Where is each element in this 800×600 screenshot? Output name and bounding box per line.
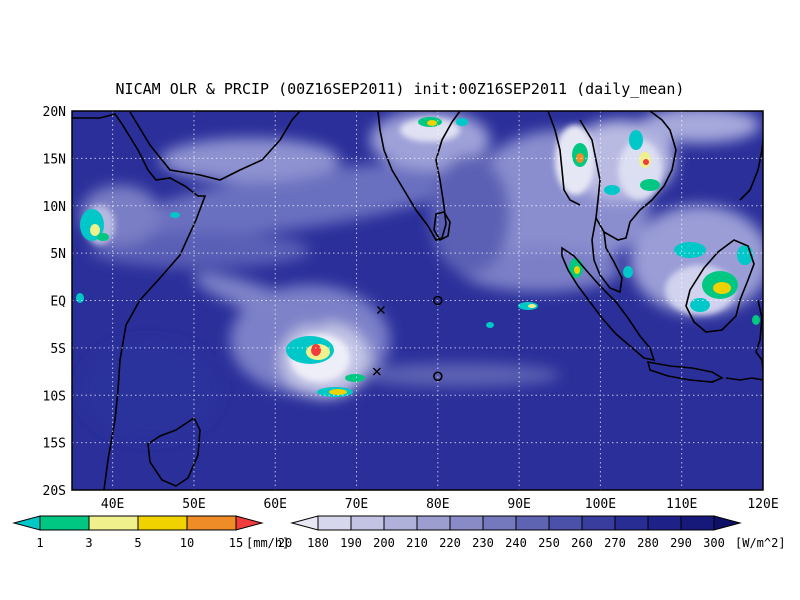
precip-legend-label: 10 (180, 536, 194, 550)
olr-legend-swatch (350, 515, 385, 531)
x-tick-label: 90E (507, 497, 530, 512)
map-title: NICAM OLR & PRCIP (00Z16SEP2011) init:00… (116, 80, 685, 98)
x-tick-label: 110E (666, 497, 697, 512)
coastlines (72, 111, 763, 490)
olr-legend-label: 190 (340, 536, 362, 550)
y-tick-label: 20S (43, 484, 66, 499)
olr-legend-label: 210 (406, 536, 428, 550)
coastline-bay-east (547, 111, 581, 206)
precip-legend-swatch (39, 515, 90, 531)
y-tick-label: 20N (43, 105, 66, 120)
olr-legend-label: 270 (604, 536, 626, 550)
precip-cluster-indochina (572, 130, 660, 195)
y-tick-labels: 20N 15N 10N 5N EQ 5S 10S 15S 20S (43, 105, 67, 499)
precip-cluster-africa (76, 209, 180, 303)
precip-cluster-bay-of-bengal (418, 117, 468, 127)
circle-marker (433, 295, 443, 306)
y-tick-label: 10S (43, 389, 66, 404)
coastline-sumatra (561, 246, 656, 362)
x-tick-label: 120E (747, 497, 778, 512)
olr-legend-label: 240 (505, 536, 527, 550)
olr-legend-swatch (317, 515, 352, 531)
cross-marker (376, 305, 385, 314)
map-panel (72, 111, 763, 490)
map-frame (71, 110, 764, 491)
y-tick-label: 5N (50, 247, 66, 262)
coastline-arabia-north (129, 111, 301, 181)
olr-legend-label: 230 (472, 536, 494, 550)
y-tick-label: 15N (43, 152, 66, 167)
olr-legend-swatch (416, 515, 451, 531)
precip-legend-swatch (88, 515, 139, 531)
x-tick-label: 60E (263, 497, 286, 512)
precip-legend-unit: [mm/h] (246, 536, 289, 550)
olr-legend-swatch (647, 515, 682, 531)
precip-cluster-borneo (674, 242, 753, 312)
olr-legend-swatch (548, 515, 583, 531)
y-tick-label: 5S (50, 342, 66, 357)
precip-legend-swatch (186, 515, 237, 531)
olr-legend: 180 190 200 210 220 230 240 250 260 270 280 290 300 [… (290, 515, 786, 550)
circle-marker (433, 371, 443, 382)
x-tick-label: 50E (182, 497, 205, 512)
olr-legend-swatch (482, 515, 517, 531)
olr-legend-unit: [W/m^2] (735, 536, 786, 550)
olr-legend-high-arrow (713, 515, 742, 531)
coastline-lesser-sundas (725, 377, 763, 381)
olr-legend-swatch (383, 515, 418, 531)
olr-legend-label: 250 (538, 536, 560, 550)
precip-legend-label: 20 (278, 536, 292, 550)
precip-legend: 1 3 5 10 15 20[mm/h] (12, 515, 292, 550)
olr-legend-label: 200 (373, 536, 395, 550)
coastline-indochina (579, 111, 677, 241)
olr-legend-label: 260 (571, 536, 593, 550)
y-tick-label: 15S (43, 437, 66, 452)
x-tick-labels: 40E 50E 60E 70E 80E 90E 100E 110E 120E (101, 497, 779, 512)
olr-legend-label: 220 (439, 536, 461, 550)
x-tick-label: 100E (585, 497, 616, 512)
olr-legend-swatch (614, 515, 649, 531)
y-tick-label: 10N (43, 200, 66, 215)
coastline-malay-peninsula (591, 217, 623, 294)
olr-legend-label: 180 (307, 536, 329, 550)
coastline-borneo (685, 239, 755, 333)
coastline-java (646, 360, 724, 383)
coastline-sri-lanka (433, 211, 451, 242)
olr-legend-label: 280 (637, 536, 659, 550)
precip-legend-high-arrow (235, 515, 264, 531)
olr-legend-swatch (581, 515, 616, 531)
olr-legend-swatch (680, 515, 715, 531)
coastline-sulawesi (755, 299, 763, 371)
precip-legend-low-arrow (12, 515, 41, 531)
y-tick-label: EQ (50, 295, 66, 310)
map-markers (372, 295, 443, 382)
precip-legend-swatch (137, 515, 188, 531)
precip-legend-label: 5 (134, 536, 141, 550)
olr-legend-swatch (515, 515, 550, 531)
cross-marker (372, 367, 381, 376)
grid-lines (72, 111, 763, 490)
x-tick-label: 40E (101, 497, 124, 512)
olr-legend-swatch (449, 515, 484, 531)
precip-legend-label: 15 (229, 536, 243, 550)
olr-legend-label: 300 (703, 536, 725, 550)
coastline-madagascar (147, 416, 201, 487)
x-tick-label: 80E (426, 497, 449, 512)
olr-legend-low-arrow (290, 515, 319, 531)
x-tick-label: 70E (345, 497, 368, 512)
coastline-arabia-africa (72, 113, 207, 490)
olr-legend-label: 290 (670, 536, 692, 550)
precip-legend-label: 3 (85, 536, 92, 550)
precip-legend-label: 1 (36, 536, 43, 550)
